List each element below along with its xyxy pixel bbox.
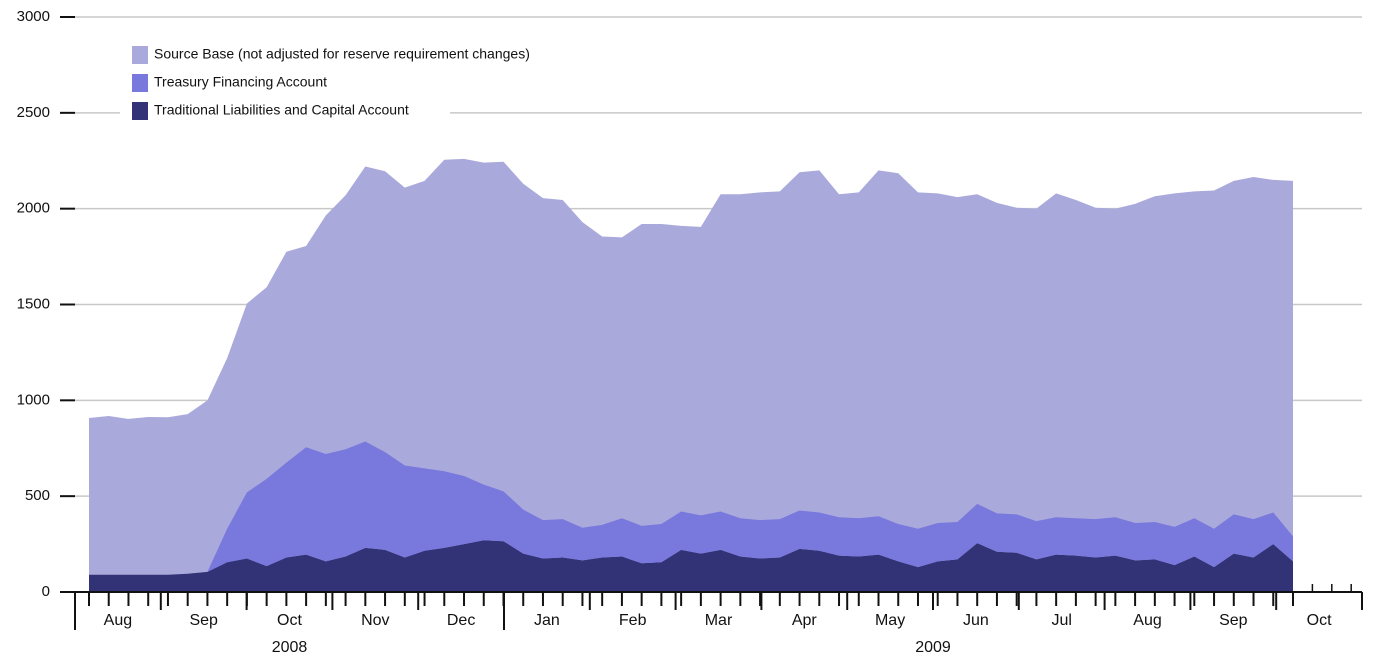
x-tick-label: Sep (189, 612, 218, 629)
y-tick-label: 500 (25, 487, 50, 504)
x-tick-label: Sep (1219, 612, 1248, 629)
legend-label: Treasury Financing Account (154, 74, 327, 90)
x-tick-label: Jun (963, 612, 989, 629)
x-tick-label: Oct (1307, 612, 1332, 629)
legend-label: Traditional Liabilities and Capital Acco… (154, 102, 409, 118)
area (89, 540, 1293, 592)
x-tick-label: Feb (619, 612, 647, 629)
y-tick-label: 2500 (17, 104, 50, 121)
legend-swatch (132, 74, 148, 92)
x-tick-label: Aug (1133, 612, 1161, 629)
x-tick-label: Jul (1051, 612, 1071, 629)
y-tick-label: 3000 (17, 8, 50, 25)
y-tick-label: 1500 (17, 295, 50, 312)
legend-swatch (132, 46, 148, 64)
y-tick-label: 2000 (17, 200, 50, 217)
x-tick-label: Aug (104, 612, 132, 629)
legend-label: Source Base (not adjusted for reserve re… (154, 46, 530, 62)
y-tick-label: 1000 (17, 391, 50, 408)
x-tick-label: Mar (705, 612, 733, 629)
legend-swatch (132, 102, 148, 120)
x-tick-label: Nov (361, 612, 389, 629)
x-tick-label: Oct (277, 612, 302, 629)
year-label: 2009 (915, 639, 951, 656)
year-label: 2008 (272, 639, 308, 656)
x-tick-label: May (875, 612, 905, 629)
legend-background (120, 38, 450, 126)
x-tick-label: Apr (792, 612, 818, 629)
x-tick-label: Dec (447, 612, 475, 629)
x-tick-label: Jan (534, 612, 560, 629)
y-tick-label: 0 (42, 583, 50, 600)
area (89, 441, 1293, 575)
